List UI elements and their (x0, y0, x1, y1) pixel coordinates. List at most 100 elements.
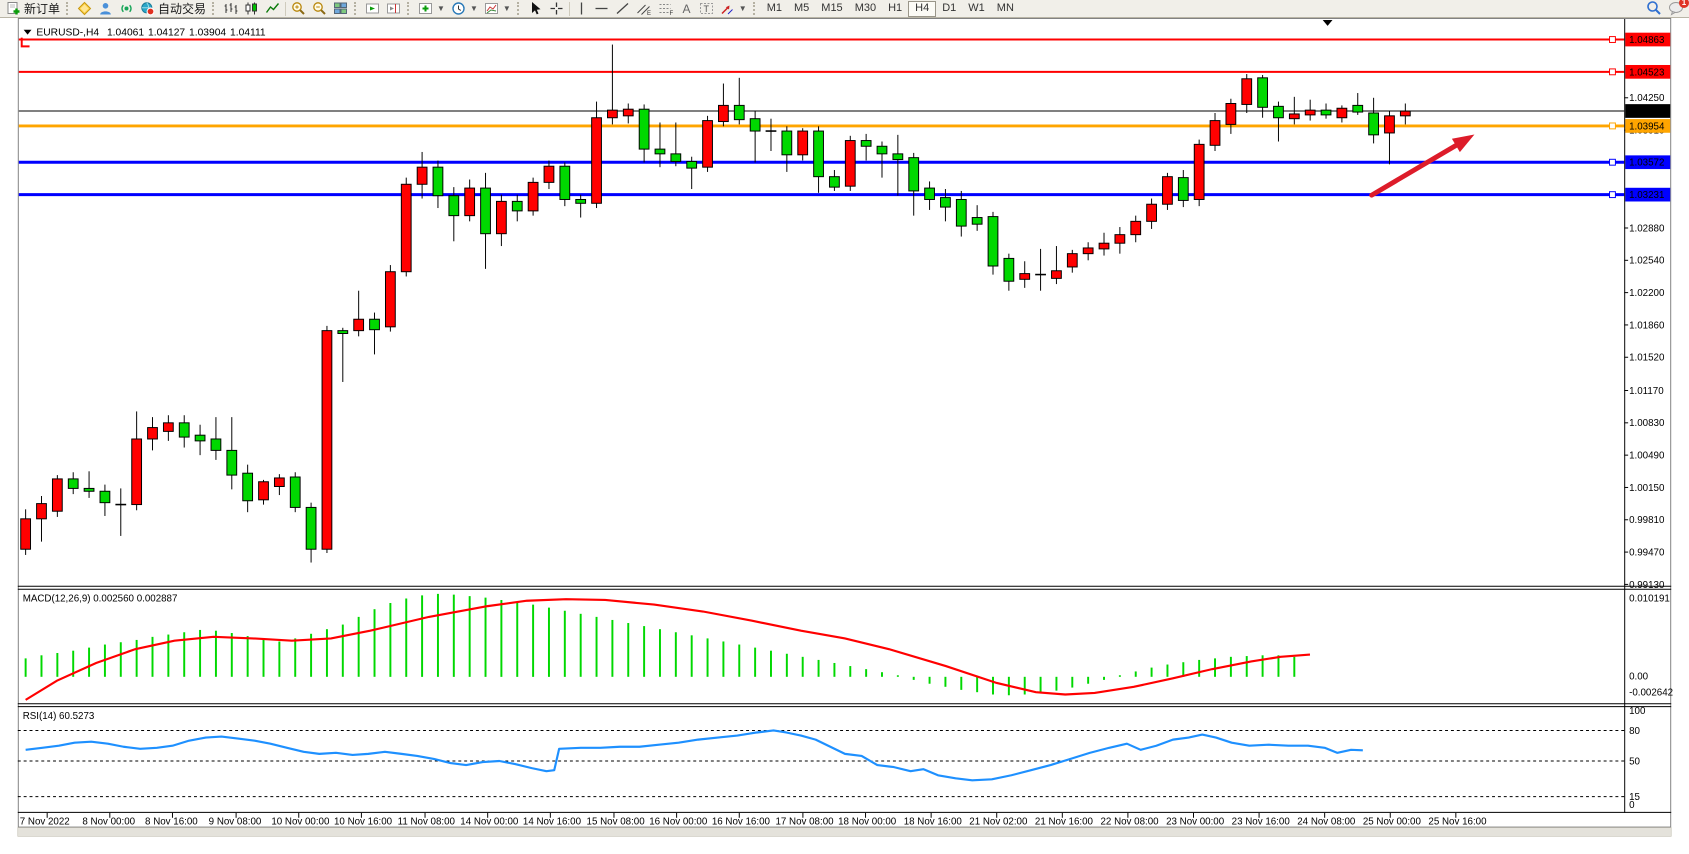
candle (1146, 198, 1157, 229)
price-tick-label: 1.01170 (1629, 386, 1664, 397)
fibonacci-tool[interactable]: F (655, 1, 677, 17)
trend-arrow-object[interactable] (1369, 134, 1475, 198)
crosshair-button[interactable] (546, 1, 567, 17)
mql5-button[interactable] (74, 1, 95, 17)
timeframe-h1[interactable]: H1 (888, 1, 903, 14)
candle (99, 484, 111, 516)
one-click-trading-mark[interactable] (20, 37, 30, 48)
time-label: 16 Nov 16:00 (712, 817, 771, 828)
candle (781, 126, 793, 172)
candle (844, 135, 856, 191)
text-label-icon: T (699, 3, 713, 14)
signals-button[interactable] (116, 1, 137, 17)
candle (1352, 93, 1364, 115)
time-label: 23 Nov 16:00 (1232, 817, 1291, 828)
label-tool[interactable]: T (696, 1, 717, 17)
horizontal-line-1.03231[interactable] (18, 191, 1625, 199)
candle (20, 509, 32, 555)
rsi-axis-label: 80 (1629, 726, 1640, 737)
periods-button[interactable]: ▼ (448, 1, 481, 17)
arrows-tool[interactable]: ▼ (717, 1, 750, 17)
timeframe-m5[interactable]: M5 (794, 1, 810, 14)
candle (289, 472, 301, 513)
candle (1177, 170, 1189, 208)
timeframe-m1[interactable]: M1 (766, 1, 782, 14)
vertical-line-tool[interactable] (572, 1, 591, 17)
svg-text:E: E (647, 11, 651, 16)
candle (83, 471, 95, 498)
zoom-in-button[interactable] (288, 1, 309, 17)
search-icon (1647, 0, 1661, 15)
line-handle[interactable] (1609, 191, 1616, 199)
toolbar-grip (212, 2, 217, 15)
text-a-icon: A (682, 2, 690, 16)
toolbar-grip (516, 2, 522, 15)
rsi-axis-label: 100 (1629, 706, 1646, 717)
price-badge: 1.04523 (1625, 64, 1671, 79)
candle (337, 327, 349, 382)
templates-button[interactable]: ▼ (481, 1, 514, 17)
symbol-dropdown-icon[interactable] (23, 29, 32, 35)
scroll-marker-icon[interactable] (1322, 19, 1333, 26)
horizontal-line-1.04523[interactable] (18, 68, 1625, 76)
line-handle[interactable] (1609, 158, 1616, 166)
candle (1130, 215, 1142, 243)
time-label: 11 Nov 08:00 (398, 817, 456, 828)
timeframe-m30[interactable]: M30 (854, 1, 877, 14)
text-tool[interactable]: A (677, 1, 696, 17)
line-chart-button[interactable] (262, 1, 283, 17)
candle (924, 181, 935, 210)
candle (892, 134, 904, 196)
candle (1320, 103, 1332, 119)
horizontal-line-tool[interactable] (591, 1, 612, 17)
main-chart-panel (18, 36, 1625, 563)
candle (733, 77, 745, 125)
candle (1019, 261, 1031, 288)
candle (1098, 232, 1110, 256)
candle (654, 122, 666, 168)
candle (480, 172, 491, 269)
timeframe-d1[interactable]: D1 (942, 1, 957, 14)
time-label: 18 Nov 16:00 (904, 817, 963, 828)
chart-shift-button[interactable] (383, 1, 404, 17)
candle (1066, 249, 1078, 273)
svg-text:F: F (669, 11, 673, 16)
horizontal-line-1.04863[interactable] (18, 36, 1625, 43)
timeframe-w1[interactable]: W1 (968, 1, 985, 14)
indicators-button[interactable]: ▼ (415, 1, 448, 17)
line-handle[interactable] (1609, 36, 1616, 43)
zoom-out-button[interactable] (309, 1, 330, 17)
bar-chart-button[interactable] (220, 1, 241, 17)
line-handle[interactable] (1609, 122, 1616, 130)
timeframe-m15[interactable]: M15 (821, 1, 843, 14)
chart-window: 0.010191 0.00 -0.002642 100 80 50 150 1.04250… (17, 18, 1673, 837)
timeframe-mn[interactable]: MN (996, 1, 1014, 14)
candle (908, 152, 920, 216)
clock-icon (452, 2, 465, 15)
cursor-button[interactable] (525, 1, 546, 17)
horizontal-line-1.03954[interactable] (18, 122, 1625, 130)
candle (765, 118, 777, 152)
diamond-icon (77, 1, 92, 16)
notifications-button[interactable]: 1 (1668, 0, 1689, 19)
search-button[interactable] (1646, 0, 1662, 19)
tile-windows-icon (334, 2, 348, 14)
candlestick-chart-button[interactable] (241, 1, 262, 17)
timeframe-h4[interactable]: H4 (908, 0, 937, 17)
community-button[interactable] (95, 1, 116, 17)
auto-scroll-button[interactable] (362, 1, 383, 17)
macd-axis-label: -0.002642 (1629, 687, 1673, 698)
trendline-tool[interactable] (612, 1, 633, 17)
auto-trading-button[interactable]: 自动交易 (137, 1, 209, 17)
candle (496, 194, 507, 247)
channel-tool[interactable]: E (633, 1, 655, 17)
new-order-button[interactable]: 新订单 (3, 1, 63, 17)
candle (226, 417, 238, 490)
candle (242, 464, 254, 513)
tile-windows-button[interactable] (330, 1, 351, 17)
candle (400, 177, 412, 277)
time-label: 25 Nov 00:00 (1363, 817, 1422, 828)
candle (1035, 248, 1046, 291)
line-handle[interactable] (1609, 68, 1616, 76)
chart-header: EURUSD-,H4 1.04061 1.04127 1.03904 1.04111 (20, 28, 266, 48)
